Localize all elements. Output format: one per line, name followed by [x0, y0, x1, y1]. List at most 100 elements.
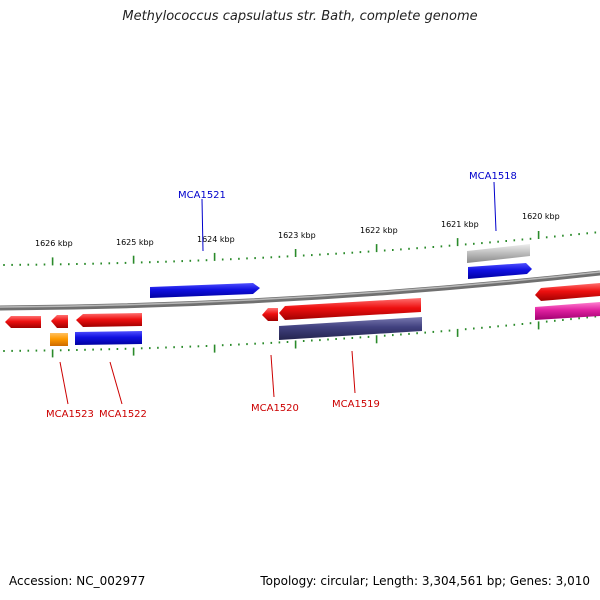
minor-tick: [432, 330, 435, 333]
minor-tick: [100, 348, 102, 351]
minor-tick: [416, 332, 418, 335]
minor-tick: [230, 258, 232, 261]
major-tick: [294, 249, 297, 257]
minor-tick: [189, 259, 192, 262]
gene-label-mca1520[interactable]: MCA1520: [251, 403, 299, 414]
genome-summary-text: Topology: circular; Length: 3,304,561 bp…: [260, 574, 590, 588]
minor-tick: [586, 232, 588, 235]
minor-tick: [529, 322, 532, 325]
minor-tick: [440, 330, 443, 333]
gene-label-mca1521[interactable]: MCA1521: [178, 190, 226, 201]
minor-tick: [35, 263, 38, 266]
minor-tick: [140, 347, 143, 350]
minor-tick: [68, 349, 70, 352]
upper-tick-track: [3, 231, 597, 266]
gene-label-mca1523[interactable]: MCA1523: [46, 409, 94, 420]
gene-mca1519-navy[interactable]: [279, 317, 422, 340]
minor-tick: [205, 345, 208, 347]
minor-tick: [311, 254, 313, 257]
minor-tick: [108, 348, 111, 351]
minor-tick: [319, 253, 321, 256]
minor-tick: [238, 343, 240, 346]
minor-tick: [392, 334, 394, 337]
minor-tick: [497, 240, 499, 243]
kbp-label-1622: 1622 kbp: [360, 226, 398, 235]
minor-tick: [481, 326, 483, 329]
gene-arrow-blue-1518b[interactable]: [468, 263, 532, 279]
minor-tick: [505, 240, 507, 242]
major-tick: [213, 344, 216, 353]
map-title: Methylococcus capsulatus str. Bath, comp…: [122, 9, 478, 24]
minor-tick: [100, 262, 102, 265]
gene-label-mca1522[interactable]: MCA1522: [99, 409, 147, 420]
major-tick: [51, 257, 54, 266]
minor-tick: [59, 263, 62, 266]
minor-tick: [173, 346, 175, 349]
minor-tick: [3, 350, 5, 352]
kbp-label-1624: 1624 kbp: [197, 235, 235, 244]
minor-tick: [464, 243, 467, 246]
minor-tick: [327, 338, 329, 341]
gene-arrow-red-right[interactable]: [535, 283, 600, 301]
minor-tick: [545, 320, 548, 323]
minor-tick: [359, 336, 362, 339]
major-tick: [51, 349, 54, 358]
gene-label-mca1519[interactable]: MCA1519: [332, 399, 380, 410]
minor-tick: [35, 349, 38, 352]
minor-tick: [165, 346, 167, 349]
minor-tick: [586, 316, 588, 319]
minor-tick: [343, 252, 345, 255]
minor-tick: [286, 341, 289, 343]
minor-tick: [392, 249, 394, 251]
minor-tick: [43, 263, 46, 266]
minor-tick: [432, 246, 435, 248]
minor-tick: [416, 247, 418, 250]
leader-mca1518: [493, 181, 497, 232]
major-tick: [375, 244, 378, 253]
minor-tick: [116, 262, 119, 265]
minor-tick: [554, 319, 556, 322]
minor-tick: [221, 258, 224, 261]
leader-mca1520: [270, 354, 275, 398]
gene-magenta-right[interactable]: [535, 302, 600, 320]
gene-arrow-red-left-edge[interactable]: [5, 316, 41, 328]
minor-tick: [270, 256, 273, 259]
gene-arrow-mca1520[interactable]: [262, 308, 278, 321]
minor-tick: [367, 250, 370, 253]
minor-tick: [319, 339, 321, 342]
minor-tick: [335, 252, 337, 255]
minor-tick: [92, 348, 94, 351]
minor-tick: [205, 259, 208, 262]
minor-tick: [246, 343, 248, 346]
gene-arrow-mca1523-red[interactable]: [51, 315, 68, 328]
minor-tick: [578, 233, 580, 236]
gene-mca1523-orange[interactable]: [50, 333, 68, 346]
minor-tick: [311, 339, 313, 342]
minor-tick: [383, 249, 386, 252]
gene-gray-mca1518[interactable]: [467, 244, 530, 263]
leader-mca1521: [201, 198, 204, 252]
minor-tick: [335, 338, 337, 340]
minor-tick: [424, 331, 426, 334]
minor-tick: [197, 345, 200, 348]
gene-mca1522-blue[interactable]: [75, 331, 142, 345]
minor-tick: [594, 315, 597, 318]
gene-arrow-mca1521[interactable]: [150, 283, 260, 298]
minor-tick: [11, 349, 13, 352]
minor-tick: [173, 260, 175, 263]
minor-tick: [408, 247, 410, 250]
minor-tick: [165, 260, 167, 263]
major-tick: [132, 255, 135, 264]
minor-tick: [448, 329, 451, 332]
minor-tick: [11, 263, 13, 266]
minor-tick: [400, 333, 402, 336]
minor-tick: [68, 263, 70, 266]
minor-tick: [197, 259, 200, 262]
minor-tick: [545, 236, 548, 239]
minor-tick: [473, 327, 475, 330]
gene-label-mca1518[interactable]: MCA1518: [469, 171, 517, 182]
gene-arrow-mca1519-red[interactable]: [279, 298, 421, 320]
minor-tick: [246, 257, 248, 260]
gene-arrow-mca1522-red[interactable]: [76, 313, 142, 327]
minor-tick: [440, 245, 443, 248]
